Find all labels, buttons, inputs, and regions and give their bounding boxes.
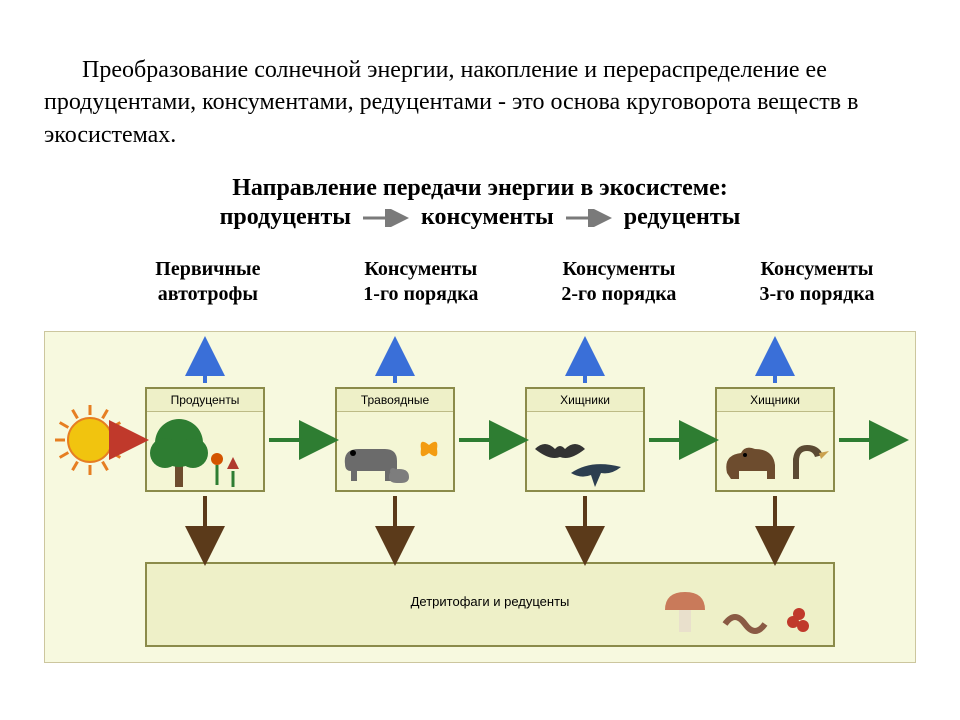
flow-producers: продуценты [220,204,351,231]
energy-flow-line: продуценты консументы редуценты [44,204,916,231]
trophic-label: Консументы1-го порядка [322,257,520,307]
diagram-overlay [45,332,915,662]
flow-consumers: консументы [421,204,554,231]
food-chain-diagram: ПродуцентыТравоядныеХищникиХищникиДетрит… [44,331,916,663]
trophic-level-labels: ПервичныеавтотрофыКонсументы1-го порядка… [44,257,916,307]
flow-decomposers: редуценты [624,204,741,231]
trophic-label: Консументы3-го порядка [718,257,916,307]
trophic-label: Консументы2-го порядка [520,257,718,307]
arrow-icon [564,209,614,227]
direction-title: Направление передачи энергии в экосистем… [44,175,916,202]
trophic-label: Первичныеавтотрофы [94,257,322,307]
arrow-icon [361,209,411,227]
intro-paragraph: Преобразование солнечной энергии, накопл… [44,54,916,151]
